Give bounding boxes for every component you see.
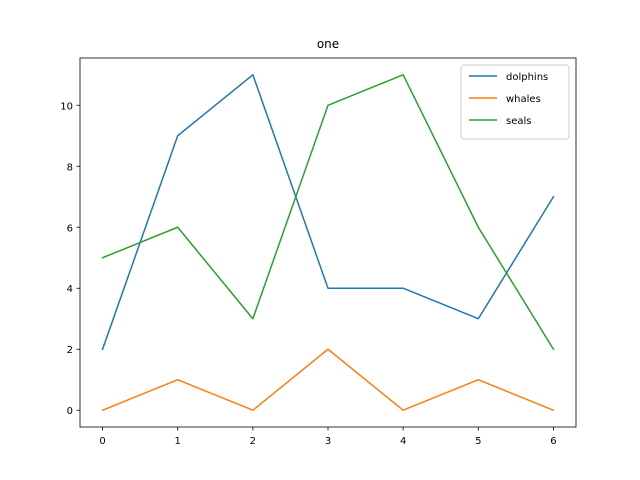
series-layer — [101, 74, 555, 412]
y-tick-label: 8 — [67, 162, 73, 173]
y-tick-label: 2 — [67, 345, 73, 356]
x-tick-label: 3 — [325, 436, 331, 447]
legend-label-whales: whales — [506, 94, 541, 105]
series-line-seals — [101, 74, 555, 351]
x-tick-label: 1 — [175, 436, 181, 447]
chart-title: one — [317, 37, 339, 51]
x-tick-label: 4 — [400, 436, 406, 447]
y-tick-label: 10 — [60, 101, 73, 112]
x-tick-label: 6 — [550, 436, 556, 447]
x-tick-label: 5 — [475, 436, 481, 447]
x-tick-label: 0 — [99, 436, 105, 447]
legend: dolphins whales seals — [460, 64, 570, 140]
series-line-dolphins — [101, 74, 555, 351]
legend-label-dolphins: dolphins — [506, 72, 548, 83]
axes-layer: 0 1 2 3 4 5 6 0 2 4 6 8 10 — [60, 57, 577, 447]
x-tick-label: 2 — [250, 436, 256, 447]
y-tick-label: 4 — [67, 284, 73, 295]
series-line-whales — [101, 348, 555, 412]
legend-label-seals: seals — [506, 116, 531, 127]
y-tick-label: 0 — [67, 406, 73, 417]
y-tick-label: 6 — [67, 223, 73, 234]
